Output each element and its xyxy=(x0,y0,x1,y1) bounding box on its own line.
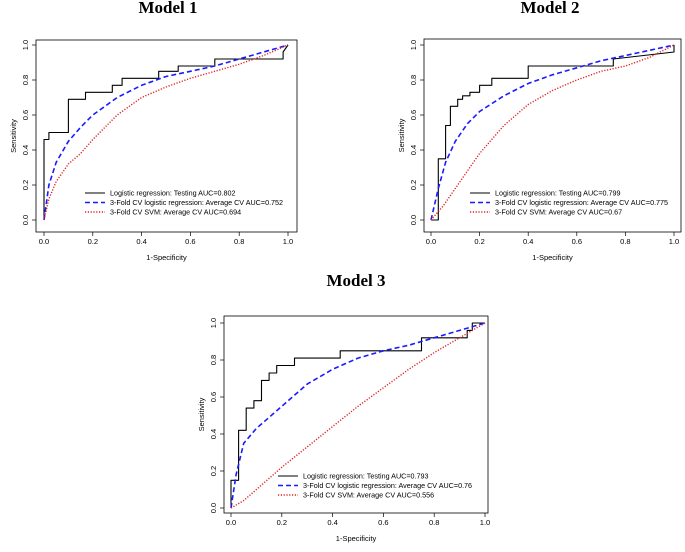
y-tick-label: 0.6 xyxy=(409,110,418,120)
x-axis-label: 1-Specificity xyxy=(146,253,187,262)
x-tick-label: 1.0 xyxy=(480,518,490,527)
y-tick-label: 0.4 xyxy=(209,429,218,439)
legend-entry: 3-Fold CV SVM: Average CV AUC=0.694 xyxy=(110,208,241,217)
x-tick-label: 0.0 xyxy=(226,518,236,527)
chart-title: Model 3 xyxy=(326,271,385,290)
x-tick-label: 0.2 xyxy=(88,237,98,246)
y-tick-label: 0.2 xyxy=(21,180,30,190)
x-tick-label: 0.2 xyxy=(277,518,287,527)
roc-figure: Model 1 0.0 0.2 0.4 0.6 0.8 1.0 0.0 0.2 0.4 0.6 0.8… xyxy=(0,0,685,552)
legend-entry: Logistic regression: Testing AUC=0.799 xyxy=(495,189,621,198)
y-tick-label: 0.0 xyxy=(209,503,218,513)
x-axis-label: 1-Specificity xyxy=(532,253,573,262)
x-axis-label: 1-Specificity xyxy=(336,534,377,543)
chart-title: Model 1 xyxy=(138,0,197,17)
chart-title: Model 2 xyxy=(520,0,579,17)
legend-entry: 3-Fold CV logistic regression: Average C… xyxy=(495,198,668,207)
legend-entry: 3-Fold CV logistic regression: Average C… xyxy=(303,481,472,490)
y-tick-label: 0.8 xyxy=(209,355,218,365)
y-tick-label: 0.0 xyxy=(21,215,30,225)
x-tick-label: 0.4 xyxy=(327,518,337,527)
y-tick-label: 0.8 xyxy=(21,75,30,85)
x-tick-label: 0.2 xyxy=(474,237,484,246)
x-tick-label: 0.6 xyxy=(185,237,195,246)
legend-entry: 3-Fold CV logistic regression: Average C… xyxy=(110,198,283,207)
legend-entry: Logistic regression: Testing AUC=0.802 xyxy=(110,189,236,198)
x-tick-label: 0.8 xyxy=(234,237,244,246)
y-axis-label: Sensitivity xyxy=(397,118,406,152)
x-tick-label: 0.8 xyxy=(620,237,630,246)
y-axis-label: Sensitivity xyxy=(9,119,18,153)
legend-entry: 3-Fold CV SVM: Average CV AUC=0.67 xyxy=(495,208,622,217)
x-tick-label: 1.0 xyxy=(283,237,293,246)
y-tick-label: 1.0 xyxy=(409,40,418,50)
y-axis-label: Sensitivity xyxy=(197,397,206,431)
legend-entry: Logistic regression: Testing AUC=0.793 xyxy=(303,472,429,481)
x-tick-label: 0.0 xyxy=(39,237,49,246)
y-tick-label: 0.4 xyxy=(21,145,30,155)
y-tick-label: 0.6 xyxy=(21,110,30,120)
x-tick-label: 1.0 xyxy=(669,237,679,246)
x-tick-label: 0.6 xyxy=(378,518,388,527)
y-tick-label: 0.8 xyxy=(409,75,418,85)
x-tick-label: 0.4 xyxy=(136,237,146,246)
y-tick-label: 1.0 xyxy=(21,40,30,50)
y-tick-label: 0.4 xyxy=(409,145,418,155)
legend-entry: 3-Fold CV SVM: Average CV AUC=0.556 xyxy=(303,491,434,500)
x-tick-label: 0.6 xyxy=(572,237,582,246)
y-tick-label: 0.0 xyxy=(409,215,418,225)
y-tick-label: 0.2 xyxy=(209,466,218,476)
y-tick-label: 1.0 xyxy=(209,318,218,328)
y-tick-label: 0.6 xyxy=(209,392,218,402)
x-tick-label: 0.8 xyxy=(429,518,439,527)
y-tick-label: 0.2 xyxy=(409,180,418,190)
x-tick-label: 0.4 xyxy=(523,237,533,246)
x-tick-label: 0.0 xyxy=(426,237,436,246)
